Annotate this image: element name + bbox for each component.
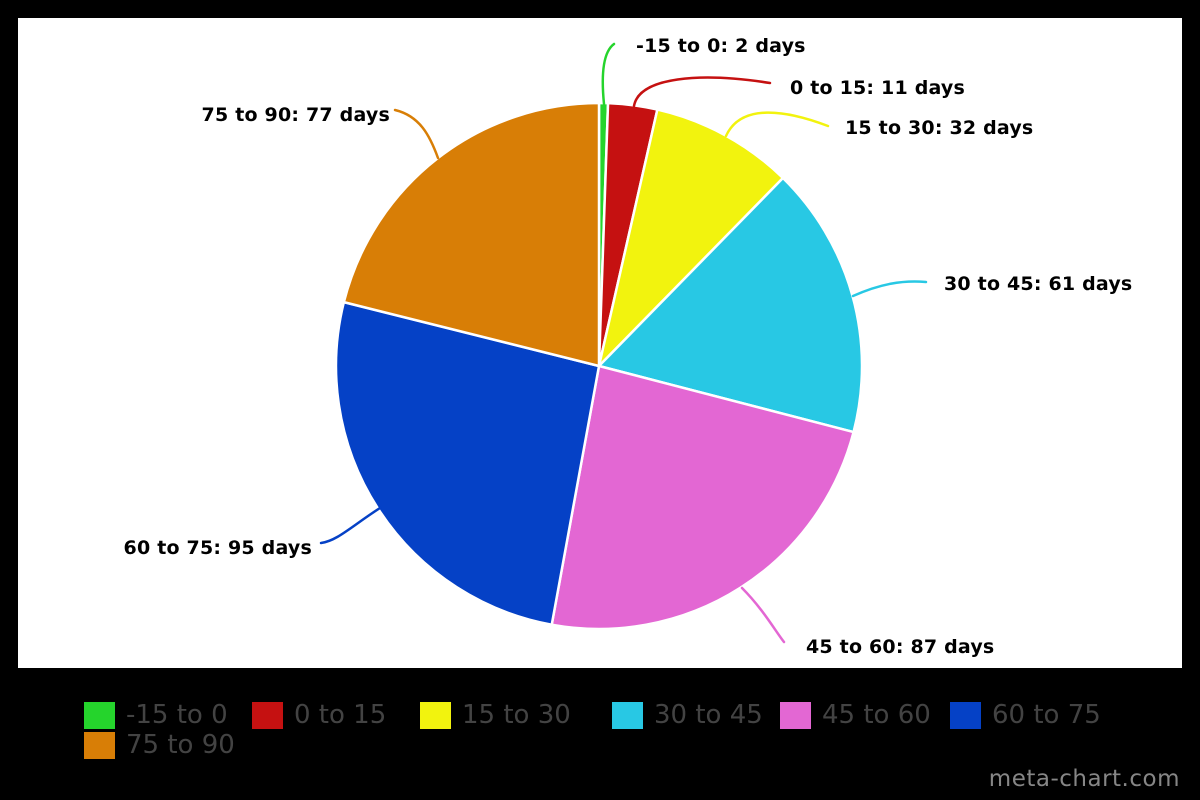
watermark: meta-chart.com (988, 766, 1180, 792)
pie-slice-45-to-60 (550, 364, 855, 631)
leader-line-60-to-75 (319, 506, 382, 545)
legend-item-75-to-90: 75 to 90 (84, 731, 235, 759)
legend-label: 15 to 30 (462, 700, 571, 730)
legend-label: -15 to 0 (126, 700, 228, 730)
leader-line--15-to-0 (601, 42, 616, 106)
legend-item--15-to-0: -15 to 0 (84, 701, 228, 729)
slice-callout-0-to-15: 0 to 15: 11 days (790, 77, 966, 99)
legend-swatch (252, 701, 283, 729)
legend-swatch (84, 701, 115, 729)
slice-callout-60-to-75: 60 to 75: 95 days (123, 537, 312, 559)
slice-callout-30-to-45: 30 to 45: 61 days (944, 273, 1133, 295)
leader-line-0-to-15 (632, 76, 772, 108)
slice-callout-45-to-60: 45 to 60: 87 days (806, 636, 995, 658)
legend-swatch (612, 701, 643, 729)
leader-line-45-to-60 (740, 586, 786, 644)
legend-label: 0 to 15 (294, 700, 387, 730)
legend-item-15-to-30: 15 to 30 (420, 701, 571, 729)
leader-line-30-to-45 (851, 280, 928, 298)
legend-label: 30 to 45 (654, 700, 763, 730)
legend-item-45-to-60: 45 to 60 (780, 701, 931, 729)
slice-callout-75-to-90: 75 to 90: 77 days (201, 104, 390, 126)
slice-callout-15-to-30: 15 to 30: 32 days (845, 117, 1034, 139)
pie-slice-15-to-30 (597, 108, 785, 368)
legend-item-0-to-15: 0 to 15 (252, 701, 386, 729)
leader-line-75-to-90 (393, 108, 440, 160)
legend-swatch (780, 701, 811, 729)
legend-swatch (84, 731, 115, 759)
slice-callout--15-to-0: -15 to 0: 2 days (636, 35, 806, 57)
legend-item-60-to-75: 60 to 75 (950, 701, 1101, 729)
legend-label: 45 to 60 (822, 700, 931, 730)
legend-swatch (950, 701, 981, 729)
legend-swatch (420, 701, 451, 729)
legend-label: 75 to 90 (126, 730, 235, 760)
leader-line-15-to-30 (724, 111, 830, 138)
legend-item-30-to-45: 30 to 45 (612, 701, 763, 729)
legend-label: 60 to 75 (992, 700, 1101, 730)
